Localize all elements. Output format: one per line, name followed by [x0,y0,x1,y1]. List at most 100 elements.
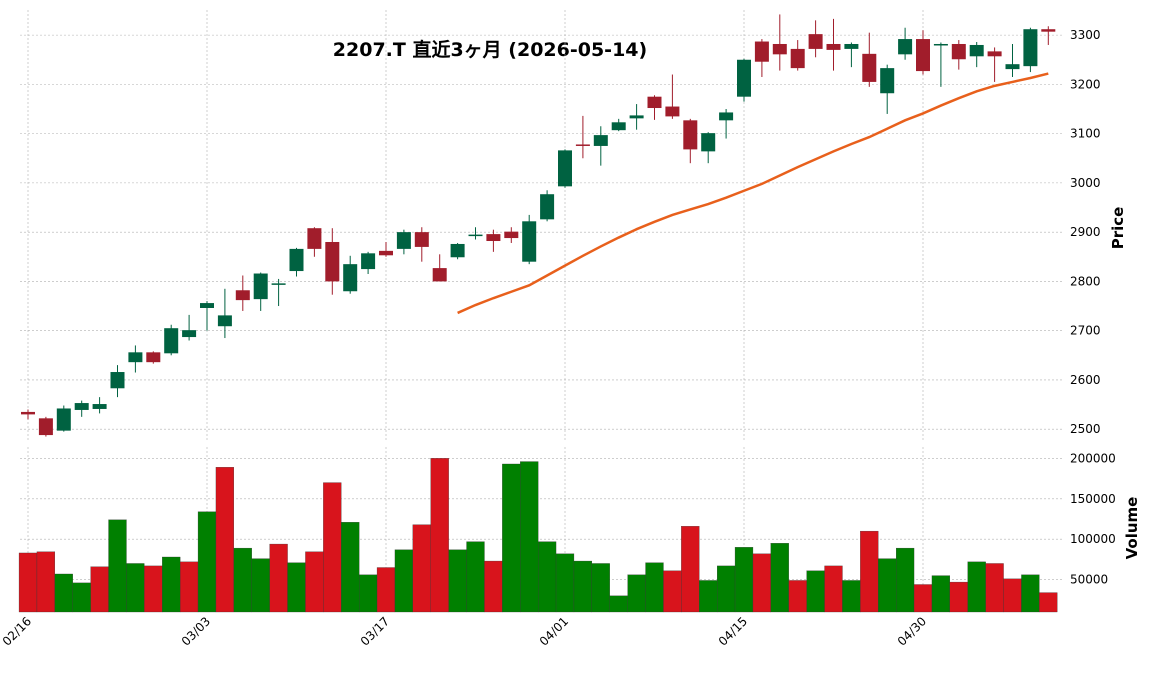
candle-body [128,352,143,363]
candle-body [593,135,608,146]
volume-bar [591,563,610,613]
volume-bar [18,552,38,613]
volume-bar [520,461,539,613]
candle-body [575,144,590,146]
candle-body [683,120,698,150]
candle-body [396,232,411,249]
volume-bar [358,574,378,613]
candle-body [898,39,913,55]
y-tick-label: 3100 [1070,127,1101,141]
candle-body [916,39,930,72]
candle-body [271,283,286,285]
volume-axis-label: Volume [1123,497,1141,560]
volume-bar [627,574,646,613]
candle-body [92,404,107,409]
candle-body [933,43,948,46]
candle-body [826,43,841,50]
candle-body [790,48,805,69]
chart-title: 2207.T 直近3ヶ月 (2026-05-14) [333,38,647,61]
volume-tick-label: 200000 [1070,451,1116,465]
candle-body [414,232,429,247]
volume-bar [108,519,127,613]
candle-body [1005,64,1020,70]
volume-bar [1021,574,1040,613]
volume-bar [484,560,503,613]
x-tick-label: 04/15 [716,614,750,648]
volume-bar [699,580,718,613]
volume-bar [412,524,431,613]
volume-bar [233,547,252,613]
candle-body [379,250,393,256]
volume-bar [72,582,91,613]
x-tick-label: 03/03 [179,614,213,648]
candle-body [74,403,89,410]
volume-bar [555,553,575,613]
moving-average-line [457,72,1049,315]
volume-bar [287,562,306,613]
volume-tick-label: 100000 [1070,532,1116,546]
volume-bar [573,560,593,613]
y-tick-label: 3200 [1070,77,1101,91]
y-tick-label: 2700 [1070,324,1101,338]
volume-bar [985,563,1004,613]
candle-body [253,273,268,300]
candle-body [56,408,71,431]
volume-bar [162,556,181,613]
candle-body [1041,29,1056,32]
candle-body [844,43,859,49]
volume-bar [860,530,879,613]
candle-body [665,106,680,117]
y-tick-label: 2800 [1070,274,1101,288]
volume-bar [770,543,789,613]
volume-bar [323,482,342,613]
volume-bar [1039,592,1058,613]
candle-body [21,411,35,415]
volume-bar [842,580,861,613]
volume-bar [126,563,145,613]
candle-body [611,122,626,131]
volume-bar [734,547,754,613]
y-tick-label: 3300 [1070,28,1101,42]
volume-bar [466,541,485,613]
candle-body [880,68,895,94]
candle-body [307,228,322,249]
y-tick-label: 2500 [1070,422,1101,436]
volume-bar [609,595,628,613]
y-tick-label: 3000 [1070,176,1101,190]
candle-body [647,96,662,109]
volume-bar [251,558,270,613]
candle-body [540,194,555,220]
y-tick-label: 2600 [1070,373,1101,387]
volume-bar [538,541,557,613]
candle-body [146,352,161,363]
volume-bar [645,562,664,613]
candle-body [486,234,501,242]
candle-body [450,243,465,258]
y-tick-label: 2900 [1070,225,1101,239]
volume-bar [663,570,682,613]
volume-bar [376,567,396,613]
candle-body [289,248,304,272]
volume-bar [896,547,915,613]
candle-body [361,253,376,270]
volume-tick-label: 50000 [1070,573,1108,587]
volume-bar [144,565,163,613]
candle-body [558,150,572,187]
volume-bar [269,543,288,613]
volume-bar [341,522,360,613]
candle-body [432,268,447,282]
candle-body [808,34,823,49]
volume-bar [430,458,449,613]
candle-body [862,53,877,82]
candle-body [987,51,1002,57]
volume-bar [824,565,843,613]
volume-bar [752,553,772,613]
x-tick-label: 04/01 [537,614,571,648]
candle-body [38,418,53,436]
candle-body [217,315,232,327]
candle-body [343,264,358,292]
candle-body [719,112,734,121]
volume-bar [931,575,951,613]
candle-body [235,290,250,301]
